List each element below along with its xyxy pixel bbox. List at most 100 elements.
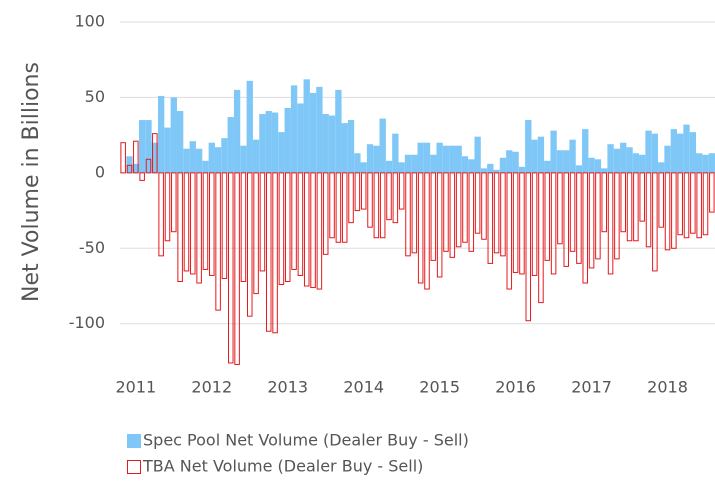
bar	[677, 172, 683, 236]
bar	[645, 130, 652, 173]
bar	[271, 112, 279, 173]
bar	[284, 107, 291, 173]
bar	[607, 172, 614, 275]
bar	[259, 114, 266, 173]
bar	[145, 120, 152, 173]
bar	[284, 172, 291, 282]
bar	[348, 172, 354, 224]
bar	[531, 139, 538, 173]
bar	[405, 172, 411, 257]
bar	[265, 111, 272, 173]
bar	[449, 145, 456, 173]
bar	[139, 172, 145, 181]
bar	[417, 142, 424, 173]
bar	[613, 148, 621, 173]
bar	[392, 133, 399, 173]
bar	[614, 172, 620, 260]
bar	[518, 166, 526, 173]
bar	[557, 172, 563, 245]
x-tick-label: 2016	[495, 378, 536, 397]
bar	[183, 172, 190, 272]
bar	[531, 172, 538, 276]
bar	[360, 172, 367, 210]
bar	[240, 145, 247, 173]
bar	[443, 172, 449, 252]
bar	[569, 139, 576, 173]
bar	[290, 85, 298, 173]
bar	[195, 148, 203, 173]
bar	[202, 160, 209, 173]
bar	[208, 142, 215, 173]
x-tick-label: 2017	[571, 378, 612, 397]
bar	[670, 129, 678, 173]
bar	[652, 172, 658, 272]
bar	[424, 172, 430, 290]
bar	[556, 150, 564, 173]
bar	[563, 150, 570, 173]
bar	[126, 164, 133, 174]
bar	[177, 172, 183, 282]
bar	[430, 172, 437, 261]
legend-swatch	[127, 434, 141, 448]
bar	[537, 136, 545, 173]
bar	[468, 172, 475, 252]
bar	[582, 172, 589, 284]
bar	[322, 172, 329, 255]
bar	[183, 148, 190, 173]
bar	[335, 172, 342, 243]
bar	[252, 139, 260, 173]
bar	[373, 145, 380, 173]
bar	[538, 172, 544, 304]
y-tick-label: 0	[95, 162, 105, 181]
bar	[449, 172, 456, 258]
bar	[664, 172, 671, 251]
bar	[246, 172, 253, 317]
bar	[386, 172, 392, 221]
bar	[582, 129, 589, 173]
bar	[588, 172, 595, 269]
bar	[683, 172, 690, 239]
bar	[645, 172, 652, 248]
bar	[480, 168, 488, 173]
bar	[500, 172, 506, 257]
bar	[297, 172, 304, 276]
y-axis-title: Net Volume in Billions	[19, 62, 44, 302]
bar	[335, 89, 342, 173]
bar	[176, 111, 184, 173]
bar	[291, 172, 297, 270]
bar	[278, 172, 285, 286]
bar	[316, 86, 323, 173]
bar	[309, 92, 317, 173]
bar	[430, 154, 437, 173]
x-tick-label: 2013	[267, 378, 308, 397]
bar	[411, 172, 418, 254]
bar	[347, 120, 355, 173]
bar	[133, 140, 139, 174]
bar	[639, 172, 645, 222]
bar	[265, 172, 272, 332]
bar	[512, 172, 519, 273]
bar	[234, 172, 240, 365]
bar	[462, 172, 468, 243]
bar	[544, 160, 551, 173]
bar	[171, 172, 177, 233]
bar	[601, 168, 608, 173]
bar	[677, 133, 684, 173]
bar	[215, 172, 221, 311]
bar	[588, 157, 595, 173]
bar	[379, 172, 386, 239]
bar	[354, 153, 361, 173]
bar	[455, 172, 462, 248]
bar	[151, 142, 158, 173]
bar	[164, 127, 171, 173]
bar	[525, 120, 532, 173]
bar	[322, 114, 329, 173]
bar	[702, 172, 709, 236]
bar	[221, 172, 228, 279]
bar	[487, 172, 494, 264]
bar	[594, 159, 602, 173]
bar	[632, 153, 640, 173]
bar	[664, 145, 671, 173]
bar	[303, 79, 310, 173]
